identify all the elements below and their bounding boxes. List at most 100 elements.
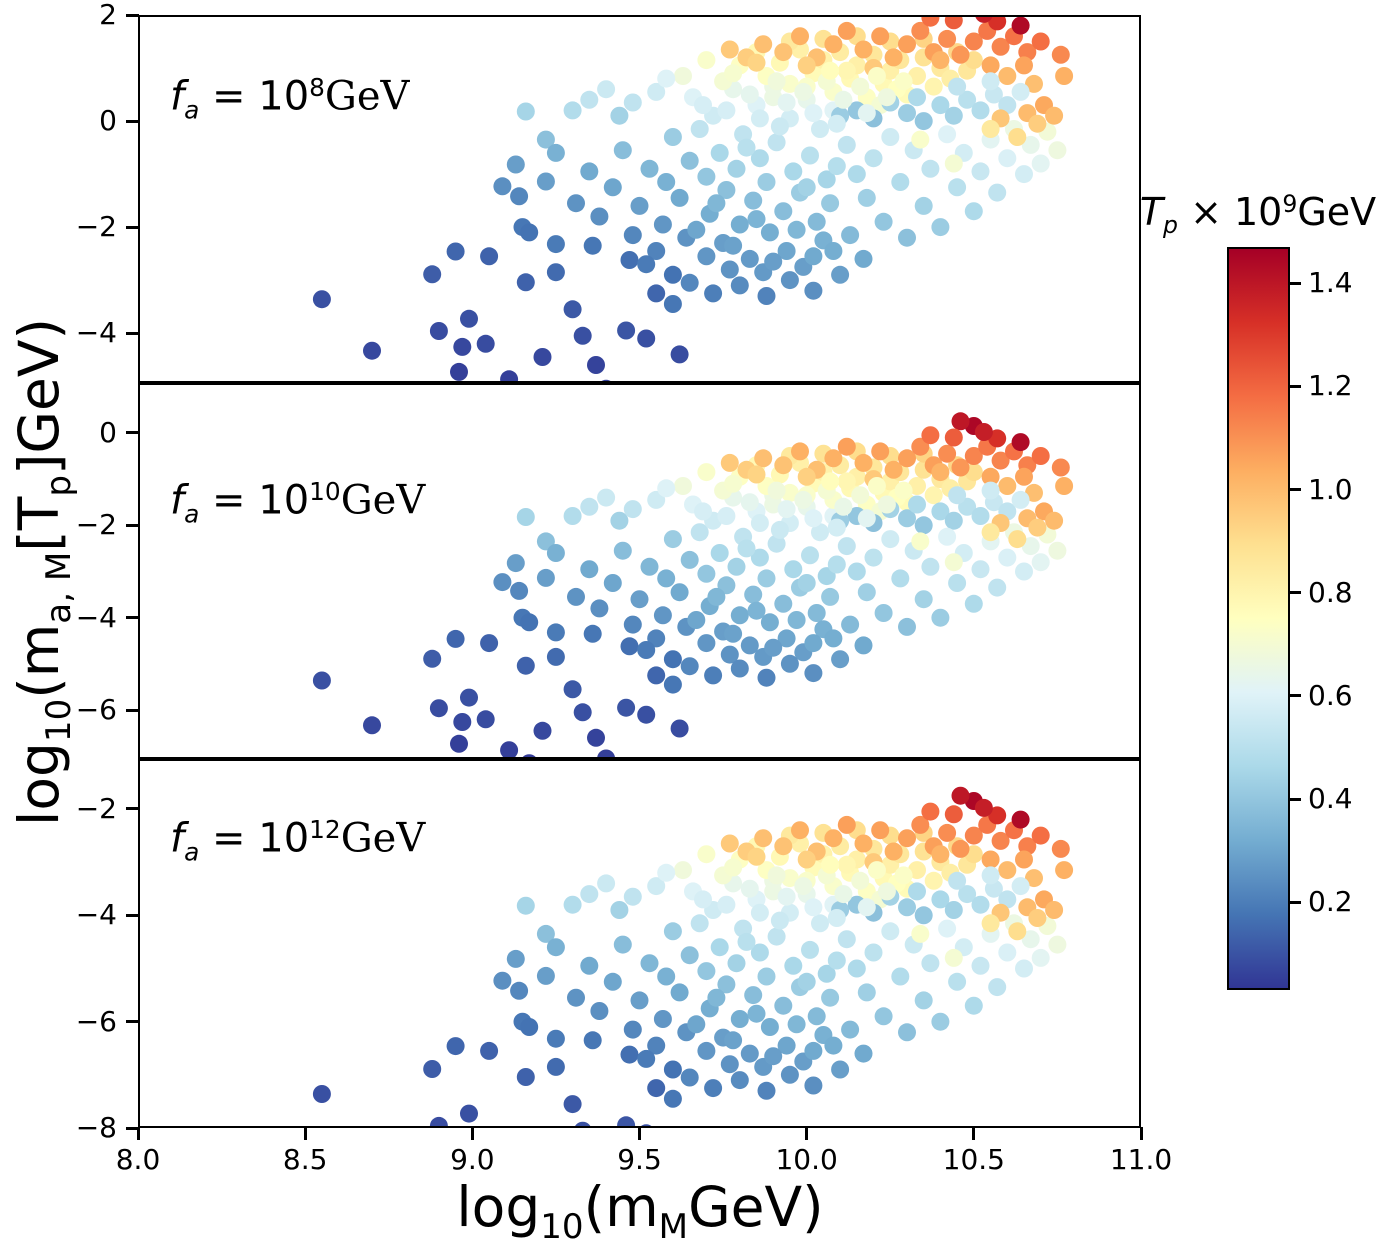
scatter-point (777, 629, 796, 648)
scatter-point (1048, 935, 1067, 954)
scatter-point (730, 1010, 749, 1028)
x-tick-label: 9.0 (450, 1143, 495, 1176)
scatter-point (877, 495, 896, 514)
scatter-point (460, 688, 478, 707)
scatter-point (597, 874, 616, 893)
scatter-point (807, 1007, 826, 1026)
scatter-point (971, 101, 990, 120)
scatter-point (898, 898, 916, 917)
colorbar-gradient (1227, 247, 1290, 990)
scatter-point (567, 988, 585, 1007)
scatter-point (640, 557, 659, 576)
scatter-point (754, 35, 773, 54)
scatter-point (1045, 106, 1064, 125)
colorbar-tick-mark (1290, 488, 1301, 491)
scatter-point (670, 345, 689, 364)
scatter-point (730, 606, 749, 625)
scatter-point (871, 27, 890, 46)
scatter-point (663, 650, 682, 669)
scatter-point (657, 173, 676, 191)
scatter-point (1028, 114, 1047, 133)
scatter-point (981, 914, 1000, 933)
y-tick-label: −4 (75, 898, 117, 932)
scatter-point (623, 1020, 642, 1039)
scatter-point (710, 938, 729, 957)
scatter-point (610, 901, 629, 919)
scatter-point (801, 546, 819, 565)
scatter-point (1031, 826, 1050, 845)
scatter-point (857, 104, 876, 123)
scatter-point (867, 861, 886, 880)
y-tick-label: −4 (75, 600, 117, 634)
scatter-point (938, 125, 957, 144)
colorbar-tick-mark (1290, 384, 1301, 388)
scatter-point (697, 962, 716, 981)
scatter-point (857, 509, 876, 528)
scatter-point (717, 975, 736, 994)
y-tick-label: 0 (99, 104, 117, 138)
scatter-point (780, 483, 799, 502)
scatter-point (533, 348, 552, 366)
scatter-point (837, 61, 856, 80)
scatter-point (881, 922, 900, 941)
scatter-point (510, 981, 529, 1000)
scatter-point (884, 460, 903, 479)
scatter-point (894, 481, 913, 500)
scatter-point (821, 61, 840, 80)
panel-label-3: fa = 1012GeV (170, 817, 425, 865)
scatter-point (931, 502, 950, 521)
scatter-point (817, 170, 836, 189)
scatter-point (898, 228, 916, 247)
scatter-point (951, 45, 970, 64)
scatter-point (546, 938, 565, 957)
scatter-point (770, 520, 789, 539)
scatter-point (727, 159, 746, 178)
scatter-point (924, 871, 943, 890)
scatter-point (1055, 67, 1074, 85)
scatter-point (931, 845, 950, 864)
scatter-point (827, 157, 846, 176)
scatter-point (824, 629, 843, 648)
scatter-point (563, 300, 582, 319)
scatter-point (857, 583, 876, 602)
y-tick-label: −6 (75, 1004, 117, 1038)
scatter-point (707, 194, 726, 213)
scatter-point (446, 1037, 465, 1056)
scatter-point (720, 40, 739, 59)
y-tick-mark (126, 913, 139, 917)
scatter-point (988, 978, 1007, 997)
scatter-point (747, 53, 766, 72)
scatter-point (623, 615, 642, 634)
y-tick-mark (126, 1126, 139, 1130)
scatter-point (724, 236, 743, 255)
scatter-point (804, 1041, 823, 1060)
colorbar-tick-mark (1290, 281, 1301, 285)
scatter-point (1008, 922, 1027, 941)
scatter-point (580, 956, 599, 975)
x-tick-label: 9.5 (617, 1143, 662, 1176)
scatter-point (981, 866, 1000, 885)
scatter-point (717, 507, 736, 525)
scatter-point (827, 114, 846, 133)
scatter-point (998, 861, 1017, 880)
scatter-point (573, 703, 592, 722)
scatter-point (717, 181, 736, 199)
colorbar-tick-mark (1290, 591, 1301, 595)
scatter-point (744, 986, 763, 1005)
y-tick-label: 2 (99, 0, 117, 31)
scatter-point (737, 138, 756, 157)
scatter-point (971, 560, 990, 579)
scatter-point (908, 88, 926, 107)
scatter-point (740, 85, 759, 104)
scatter-point (971, 895, 990, 914)
scatter-point (1015, 165, 1033, 184)
x-tick-mark (136, 1127, 140, 1140)
scatter-point (674, 67, 692, 85)
scatter-point (493, 971, 512, 990)
scatter-point (827, 555, 846, 574)
y-tick-mark (126, 225, 139, 229)
scatter-point (797, 850, 816, 869)
scatter-point (821, 855, 840, 874)
scatter-point (1025, 483, 1043, 502)
scatter-point (760, 223, 779, 242)
